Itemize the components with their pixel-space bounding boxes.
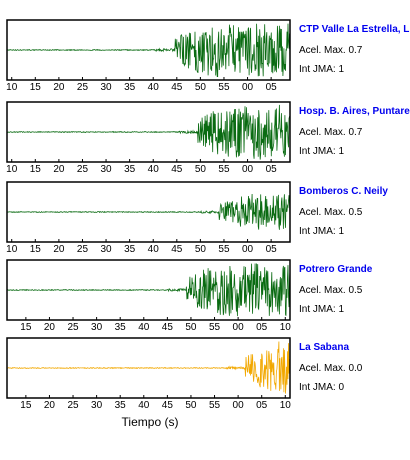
x-tick-label: 25 bbox=[77, 164, 89, 175]
x-tick-label: 45 bbox=[162, 400, 174, 411]
panel-frame bbox=[6, 101, 291, 163]
x-tick-label: 10 bbox=[6, 244, 18, 255]
waveform-trace bbox=[6, 104, 291, 160]
x-tick-label: 20 bbox=[53, 82, 65, 93]
jma-intensity-label: Int JMA: 1 bbox=[299, 146, 345, 157]
jma-intensity-label: Int JMA: 1 bbox=[299, 304, 345, 315]
x-tick-label: 00 bbox=[233, 400, 245, 411]
peak-acceleration-label: Acel. Max. 0.7 bbox=[299, 127, 363, 138]
panel-2: 10 15 20 25 30 35 40 45 50 55 00 05 bbox=[6, 101, 291, 175]
x-tick-label: 35 bbox=[124, 164, 136, 175]
peak-acceleration-label: Acel. Max. 0.0 bbox=[299, 363, 363, 374]
x-tick-label: 00 bbox=[233, 322, 245, 333]
station-name[interactable]: Bomberos C. Neily bbox=[299, 186, 388, 197]
panel-5: 15 20 25 30 35 40 45 50 55 00 05 10 bbox=[6, 337, 292, 411]
x-tick-label: 20 bbox=[53, 164, 65, 175]
jma-intensity-label: Int JMA: 1 bbox=[299, 64, 345, 75]
x-axis-label: Tiempo (s) bbox=[121, 415, 179, 429]
x-tick-label: 55 bbox=[218, 164, 230, 175]
x-tick-label: 05 bbox=[266, 164, 278, 175]
panel-frame bbox=[6, 19, 291, 81]
x-tick-label: 10 bbox=[6, 164, 18, 175]
x-tick-label: 15 bbox=[30, 82, 42, 93]
jma-intensity-label: Int JMA: 1 bbox=[299, 226, 345, 237]
x-tick-label: 25 bbox=[77, 82, 89, 93]
x-tick-label: 40 bbox=[148, 82, 160, 93]
x-tick-label: 20 bbox=[44, 400, 56, 411]
x-tick-label: 25 bbox=[67, 322, 79, 333]
peak-acceleration-label: Acel. Max. 0.5 bbox=[299, 207, 363, 218]
panel-4: 15 20 25 30 35 40 45 50 55 00 05 10 bbox=[6, 259, 292, 333]
x-tick-label: 55 bbox=[209, 322, 221, 333]
x-tick-label: 50 bbox=[185, 400, 197, 411]
x-tick-label: 25 bbox=[67, 400, 79, 411]
x-tick-label: 50 bbox=[185, 322, 197, 333]
x-tick-label: 40 bbox=[138, 400, 150, 411]
x-tick-label: 30 bbox=[100, 82, 112, 93]
waveform-trace bbox=[6, 341, 291, 394]
peak-acceleration-label: Acel. Max. 0.5 bbox=[299, 285, 363, 296]
x-tick-label: 15 bbox=[20, 322, 32, 333]
x-tick-label: 15 bbox=[30, 244, 42, 255]
x-tick-label: 25 bbox=[77, 244, 89, 255]
x-tick-label: 05 bbox=[256, 400, 268, 411]
x-tick-label: 40 bbox=[148, 164, 160, 175]
x-tick-label: 40 bbox=[148, 244, 160, 255]
x-tick-label: 45 bbox=[171, 244, 183, 255]
x-tick-label: 35 bbox=[124, 244, 136, 255]
panel-frame bbox=[6, 337, 291, 399]
x-tick-label: 35 bbox=[124, 82, 136, 93]
x-tick-label: 50 bbox=[195, 82, 207, 93]
panel-frame bbox=[6, 259, 291, 321]
x-tick-label: 35 bbox=[115, 400, 127, 411]
x-tick-label: 05 bbox=[266, 244, 278, 255]
panel-frame bbox=[6, 181, 291, 243]
waveform-trace bbox=[6, 23, 291, 77]
x-tick-label: 05 bbox=[266, 82, 278, 93]
waveform-trace bbox=[7, 193, 291, 230]
waveform-trace bbox=[6, 263, 291, 317]
x-tick-label: 45 bbox=[162, 322, 174, 333]
panel-3: 10 15 20 25 30 35 40 45 50 55 00 05 bbox=[6, 181, 291, 255]
station-name[interactable]: Potrero Grande bbox=[299, 264, 373, 275]
x-tick-label: 30 bbox=[100, 244, 112, 255]
x-tick-label: 15 bbox=[30, 164, 42, 175]
x-tick-label: 00 bbox=[242, 244, 254, 255]
x-tick-label: 20 bbox=[44, 322, 56, 333]
x-tick-label: 50 bbox=[195, 164, 207, 175]
panel-1: 10 15 20 25 30 35 40 45 50 55 00 05 bbox=[6, 19, 291, 93]
x-tick-label: 30 bbox=[91, 322, 103, 333]
x-tick-label: 00 bbox=[242, 82, 254, 93]
x-tick-label: 45 bbox=[171, 82, 183, 93]
x-tick-label: 55 bbox=[218, 244, 230, 255]
station-name[interactable]: CTP Valle La Estrella, L bbox=[299, 24, 410, 35]
x-tick-label: 10 bbox=[280, 322, 292, 333]
station-name[interactable]: Hosp. B. Aires, Puntare bbox=[299, 106, 410, 117]
x-tick-label: 55 bbox=[218, 82, 230, 93]
x-tick-label: 15 bbox=[20, 400, 32, 411]
x-tick-label: 05 bbox=[256, 322, 268, 333]
x-tick-label: 35 bbox=[115, 322, 127, 333]
peak-acceleration-label: Acel. Max. 0.7 bbox=[299, 45, 363, 56]
x-tick-label: 00 bbox=[242, 164, 254, 175]
x-tick-label: 45 bbox=[171, 164, 183, 175]
x-tick-label: 10 bbox=[280, 400, 292, 411]
x-tick-label: 30 bbox=[100, 164, 112, 175]
x-tick-label: 10 bbox=[6, 82, 18, 93]
station-name[interactable]: La Sabana bbox=[299, 342, 350, 353]
x-tick-label: 20 bbox=[53, 244, 65, 255]
x-tick-label: 50 bbox=[195, 244, 207, 255]
jma-intensity-label: Int JMA: 0 bbox=[299, 382, 345, 393]
x-tick-label: 30 bbox=[91, 400, 103, 411]
x-tick-label: 55 bbox=[209, 400, 221, 411]
x-tick-label: 40 bbox=[138, 322, 150, 333]
